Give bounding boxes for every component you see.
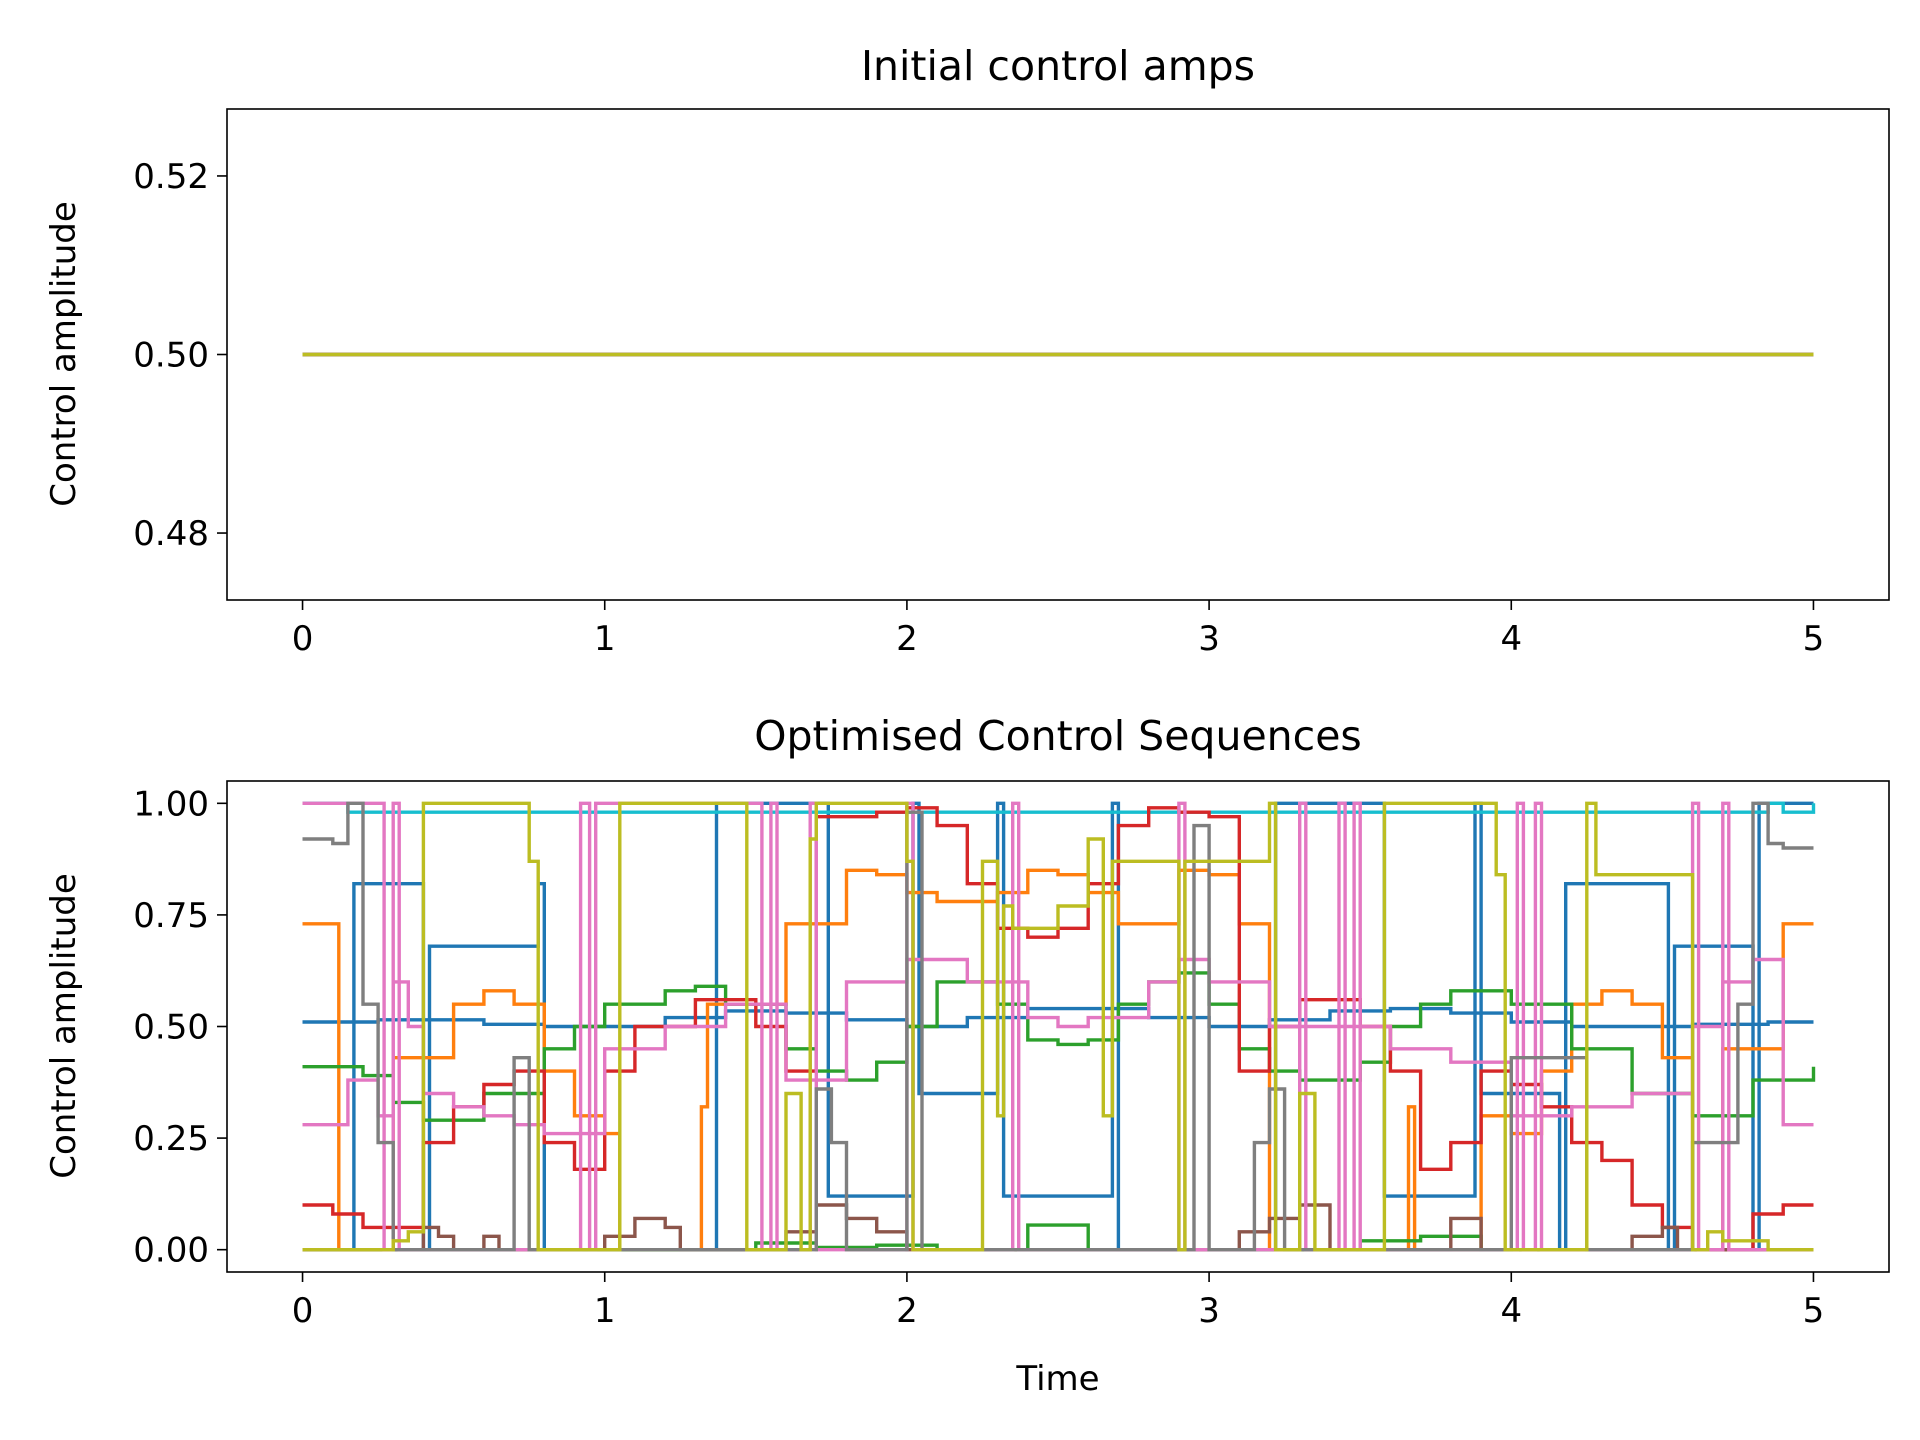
x-tick-label: 1 [594, 619, 616, 659]
y-tick-label: 0.75 [133, 896, 209, 936]
y-tick-label: 0.48 [133, 514, 209, 554]
chart-title: Initial control amps [861, 42, 1255, 90]
y-tick-label: 1.00 [133, 784, 209, 824]
series-line-8 [302, 957, 1814, 1136]
y-tick-label: 0.25 [133, 1119, 209, 1159]
plot-frame [226, 108, 1890, 601]
x-tick-label: 3 [1198, 619, 1220, 659]
x-tick-label: 3 [1198, 1291, 1220, 1331]
x-tick-label: 5 [1803, 619, 1825, 659]
x-tick-label: 0 [292, 1291, 314, 1331]
y-axis-label: Control amplitude [44, 873, 84, 1179]
optimised-control-sequences-chart: Optimised Control Sequences Control ampl… [44, 712, 1890, 1399]
y-tick-label: 0.50 [133, 336, 209, 376]
x-tick-label: 5 [1803, 1291, 1825, 1331]
chart-title: Optimised Control Sequences [754, 712, 1362, 760]
x-tick-label: 0 [292, 619, 314, 659]
y-tick-label: 0.52 [133, 157, 209, 197]
x-tick-label: 4 [1500, 1291, 1522, 1331]
plot-frame [226, 780, 1890, 1273]
tick-group: 0 1 2 3 4 5 0.00 0.25 0.50 0.75 1.00 [133, 784, 1824, 1331]
series-line-4 [302, 971, 1816, 1122]
series-line-11 [302, 801, 1814, 1252]
y-axis-label: Control amplitude [44, 201, 84, 507]
y-tick-label: 0.00 [133, 1231, 209, 1271]
initial-control-amps-chart: Initial control amps Control amplitude 0… [44, 42, 1890, 659]
series-line-5 [302, 1223, 1814, 1252]
x-tick-label: 2 [896, 619, 918, 659]
tick-group: 0 1 2 3 4 5 0.48 0.50 0.52 [133, 157, 1824, 659]
x-tick-label: 2 [896, 1291, 918, 1331]
x-axis-label: Time [1015, 1359, 1099, 1399]
x-tick-label: 4 [1500, 619, 1522, 659]
series-line-7 [302, 1203, 1814, 1252]
y-tick-label: 0.50 [133, 1008, 209, 1048]
x-tick-label: 1 [594, 1291, 616, 1331]
series-group [302, 801, 1816, 1252]
